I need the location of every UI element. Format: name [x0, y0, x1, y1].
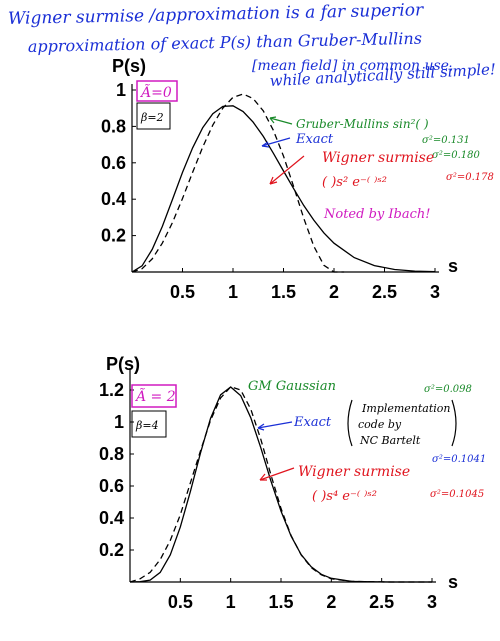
impl-line-3: NC Bartelt [359, 434, 421, 447]
chart-2-ylabel: P(s) [106, 354, 140, 374]
x-tick-label: 2.5 [372, 282, 397, 302]
x-tick-label: 2 [326, 592, 336, 612]
y-tick-label: 1 [114, 412, 124, 432]
wigner-formula-1: ( )s² e⁻⁽ ⁾ˢ² [322, 175, 387, 190]
wigner-label-2: Wigner surmise [298, 464, 410, 480]
solid-series-line [129, 386, 432, 583]
chart-2-beta-label: β=4 [135, 419, 159, 432]
x-tick-label: 1 [228, 282, 238, 302]
dashed-series-line [129, 386, 432, 583]
chart-2-annotations: GM Gaussian σ²=0.098 Exact Implementatio… [248, 379, 486, 504]
chart-1-ticks: 0.5 1 1.5 2 2.5 3 0.2 0.4 0.6 0.8 1 [101, 80, 440, 302]
wigner-arrow-head-2 [259, 473, 267, 481]
x-tick-label: 2 [329, 282, 339, 302]
chart-1-series [131, 93, 436, 273]
exact-arrow-head-2 [257, 423, 265, 431]
wigner-formula-2: ( )s⁴ e⁻⁽ ⁾ˢ² [312, 489, 377, 504]
chart-1-ylabel: P(s) [112, 56, 146, 76]
wigner-label-1: Wigner surmise [322, 150, 434, 166]
y-tick-label: 1.2 [99, 380, 124, 400]
chart-1-parameter-box: Ã=0 β=2 [136, 80, 178, 130]
annotation-line-2: approximation of exact P(s) than Gruber-… [28, 29, 422, 56]
exact-label-1: Exact [295, 132, 334, 147]
chart-1-atilde-label: Ã=0 [139, 83, 172, 101]
exact-label-2: Exact [293, 415, 332, 430]
exact-arrow-1 [261, 137, 291, 147]
x-tick-label: 1.5 [271, 282, 296, 302]
y-tick-label: 0.2 [101, 226, 126, 246]
exact-arrow-head-1 [261, 141, 270, 148]
gruber-mullins-arrow [269, 117, 293, 125]
wigner-arrow-2 [259, 467, 295, 481]
exact-sigma-2: σ²=0.1041 [432, 454, 486, 465]
y-tick-label: 0.4 [99, 508, 124, 528]
chart-2-xlabel: s [448, 572, 458, 592]
chart-2-series [129, 386, 432, 583]
gruber-mullins-label: Gruber-Mullins sin²( ) [296, 117, 429, 131]
ibach-note: Noted by Ibach! [323, 207, 430, 222]
top-annotation: Wigner surmise /approximation is a far s… [8, 0, 497, 90]
wigner-sigma-1: σ²=0.178 [446, 172, 494, 183]
x-tick-label: 2.5 [369, 592, 394, 612]
wigner-arrow-head-1 [269, 176, 278, 185]
chart-1-axes [131, 84, 439, 273]
wigner-sigma-2: σ²=0.1045 [430, 489, 484, 500]
y-tick-label: 0.8 [99, 444, 124, 464]
annotation-line-3: [mean field] in common use, [252, 58, 453, 74]
gm-gaussian-label: GM Gaussian [248, 379, 336, 394]
atilde-box-border-2 [131, 384, 177, 408]
y-tick-label: 0.4 [101, 189, 126, 209]
x-tick-label: 1.5 [268, 592, 293, 612]
impl-line-2: code by [358, 418, 402, 431]
solid-series-line [131, 105, 436, 273]
impl-bracket-left [347, 399, 353, 447]
x-tick-label: 3 [427, 592, 437, 612]
chart-2-atilde-label: Ã = 2 [134, 387, 176, 405]
exact-sigma-1: σ²=0.180 [432, 150, 480, 161]
chart-2-ticks: 0.5 1 1.5 2 2.5 3 0.2 0.4 0.6 0.8 1 1.2 [99, 380, 437, 612]
y-tick-label: 0.6 [99, 476, 124, 496]
exact-arrow-2 [257, 421, 293, 429]
x-tick-label: 3 [430, 282, 440, 302]
impl-bracket-right [451, 399, 457, 447]
gm-gaussian-sigma: σ²=0.098 [424, 384, 472, 395]
x-tick-label: 0.5 [168, 592, 193, 612]
x-tick-label: 0.5 [170, 282, 195, 302]
gruber-mullins-arrow-head [269, 116, 277, 124]
annotation-line-1: Wigner surmise /approximation is a far s… [8, 0, 425, 29]
impl-line-1: Implementation [361, 402, 451, 415]
chart-1-xlabel: s [448, 256, 458, 276]
chart-1-beta-label: β=2 [140, 111, 164, 124]
chart-2-parameter-box: Ã = 2 β=4 [131, 384, 177, 438]
y-tick-label: 0.2 [99, 540, 124, 560]
beta-box-border [136, 102, 171, 130]
chart-1: P(s) s 0.5 1 1.5 2 2.5 3 0.2 0.4 0.6 0.8 1 Ã=0 β=2… [101, 56, 494, 302]
chart-1-annotations: Gruber-Mullins sin²( ) σ²=0.131 σ²=0.180… [261, 116, 494, 222]
beta-box-border-2 [131, 410, 167, 438]
y-tick-label: 1 [116, 80, 126, 100]
dashed-series-line [131, 93, 345, 273]
wigner-arrow-1 [269, 155, 305, 185]
atilde-box-border [136, 80, 178, 102]
chart-2: P(s) s 0.5 1 1.5 2 2.5 3 0.2 0.4 0.6 0.8 1 1.2 Ã = … [99, 354, 486, 612]
y-tick-label: 0.8 [101, 116, 126, 136]
gruber-mullins-sigma: σ²=0.131 [422, 135, 470, 146]
y-tick-label: 0.6 [101, 153, 126, 173]
x-tick-label: 1 [226, 592, 236, 612]
